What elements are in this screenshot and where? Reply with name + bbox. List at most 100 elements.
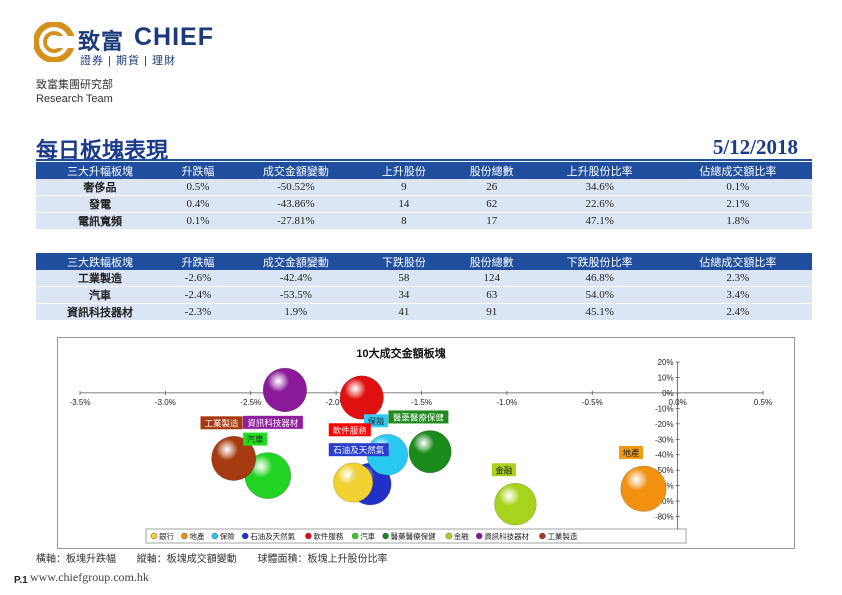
table-cell: 91 — [447, 303, 536, 321]
chart-title: 10大成交金額板塊 — [356, 346, 445, 360]
table-cell: 34.6% — [535, 179, 664, 196]
table-cell: 34 — [359, 286, 448, 304]
department: 致富集團研究部 Research Team — [36, 78, 113, 106]
table-cell: -2.4% — [164, 286, 232, 304]
sector-name-cell: 資訊科技器材 — [36, 303, 165, 321]
x-tick-label: 0.5% — [754, 398, 772, 407]
logo-subtitle: 證券 | 期貨 | 理財 — [80, 55, 176, 67]
data-label-box — [328, 423, 371, 437]
table-cell: 2.1% — [663, 195, 812, 213]
data-label-box — [491, 463, 516, 477]
footnote-bubble: 球體面積：板塊上升股份比率 — [257, 554, 388, 565]
data-label: 金融 — [495, 465, 513, 476]
dept-cn: 致富集團研究部 — [36, 79, 113, 91]
table-cell: 63 — [447, 286, 536, 304]
data-label: 地產 — [622, 448, 640, 459]
data-label: 石油及天然氣 — [333, 445, 385, 456]
x-tick-label: -0.5% — [582, 398, 603, 407]
legend-marker — [181, 532, 188, 540]
table-cell: 54.0% — [535, 286, 664, 304]
x-tick-label: -2.5% — [240, 398, 261, 407]
chart-axes: -3.5% -3.0% -2.5% -2.0% -1.5% -1.0% -0.5% 0.0% 0… — [70, 358, 773, 537]
sector-name-cell: 奢侈品 — [36, 179, 165, 196]
table-cell: 17 — [447, 212, 536, 230]
table-cell: 2.3% — [663, 270, 812, 287]
logo-en-text: CHIEF — [134, 23, 214, 51]
y-tick-label: -80% — [655, 513, 674, 522]
page-title: 每日板塊表現 — [36, 138, 169, 163]
table-cell: -53.5% — [231, 286, 360, 304]
table-cell: 46.8% — [535, 270, 664, 287]
table-row: 資訊科技器材 -2.3% 1.9% 41 91 45.1% 2.4% — [36, 303, 812, 321]
table-header-cell: 成交金額變動 — [231, 253, 360, 270]
table-cell: -27.81% — [231, 212, 360, 230]
page-number: P.1 — [14, 575, 28, 586]
legend-label: 軟件服務 — [313, 531, 343, 541]
table-cell: 0.5% — [164, 179, 232, 196]
bubble-point[interactable] — [333, 462, 374, 503]
table-cell: 1.8% — [663, 212, 812, 230]
dept-en: Research Team — [36, 93, 113, 105]
bubble-point[interactable] — [620, 465, 667, 512]
legend-marker — [150, 532, 158, 540]
legend-label: 石油及天然氣 — [250, 531, 295, 541]
table-header-cell: 佔總成交額比率 — [663, 253, 812, 270]
data-label: 工業製造 — [204, 418, 239, 429]
sector-name-cell: 工業製造 — [36, 270, 165, 287]
table-cell: 8 — [359, 212, 448, 230]
report-date: 5/12/2018 — [712, 135, 798, 159]
table-cell: 45.1% — [535, 303, 664, 321]
y-tick-label: 0% — [662, 389, 674, 398]
table-header-row: 三大跌幅板塊 升跌幅 成交金額變動 下跌股份 股份總數 下跌股份比率 佔總成交額比率 — [36, 253, 812, 270]
bubble-point[interactable] — [211, 436, 257, 481]
y-tick-label: -30% — [655, 435, 674, 444]
table-header-cell: 升跌幅 — [164, 253, 232, 270]
table-cell: 47.1% — [535, 212, 664, 230]
table-cell: 2.4% — [663, 303, 812, 321]
legend-marker — [211, 532, 219, 540]
title-divider — [36, 159, 812, 161]
y-tick-label: -40% — [655, 451, 674, 460]
x-tick-label: -1.0% — [496, 398, 517, 407]
chart-legend: 銀行 地產 保險 石油及天然氣 軟件服務 汽車 醫藥醫療保健 金融 資訊科技器材 工業製造 — [145, 528, 687, 544]
table-header-cell: 成交金額變動 — [231, 162, 360, 179]
table-cell: 62 — [447, 195, 536, 213]
data-label-box — [243, 432, 268, 446]
table-row: 奢侈品 0.5% -50.52% 9 26 34.6% 0.1% — [36, 179, 812, 196]
table-cell: 26 — [447, 179, 536, 196]
table-cell: -50.52% — [231, 179, 360, 196]
legend-marker — [382, 532, 389, 540]
bubble-chart-svg: 10大成交金額板塊 -3.5% -3.0% -2.5% -2.0% -1.5% -1.0%… — [70, 346, 773, 544]
table-cell: 0.1% — [663, 179, 812, 196]
table-cell: 3.4% — [663, 286, 812, 304]
y-tick-label: -50% — [655, 466, 674, 475]
data-label: 資訊科技器材 — [247, 418, 299, 429]
table-row: 汽車 -2.4% -53.5% 34 63 54.0% 3.4% — [36, 286, 812, 304]
legend-label: 工業製造 — [547, 531, 577, 541]
sector-name-cell: 汽車 — [36, 286, 165, 304]
x-tick-label: 0.0% — [669, 398, 687, 407]
bubble-chart: 10大成交金額板塊 -3.5% -3.0% -2.5% -2.0% -1.5% -1.0%… — [57, 337, 795, 549]
legend-marker — [305, 532, 312, 540]
y-tick-label: -70% — [655, 497, 674, 506]
table-cell: 14 — [359, 195, 448, 213]
footnote-x-axis: 橫軸：板塊升跌幅 — [36, 554, 116, 565]
data-label-box — [242, 415, 303, 429]
bubble-point[interactable] — [494, 482, 537, 526]
data-label-box — [328, 443, 389, 457]
x-tick-label: -1.5% — [411, 398, 432, 407]
sector-name-cell: 發電 — [36, 195, 165, 213]
data-label: 汽車 — [247, 435, 265, 446]
bubble-point[interactable] — [408, 430, 452, 474]
legend-marker — [539, 532, 546, 540]
bubble-point[interactable] — [262, 367, 308, 413]
bubble-point[interactable] — [339, 375, 384, 420]
legend-label: 保險 — [220, 531, 235, 541]
legend-label: 金融 — [454, 531, 469, 541]
legend-marker — [352, 532, 359, 540]
table-cell: 0.1% — [164, 212, 232, 230]
table-header-cell: 升跌幅 — [164, 162, 232, 179]
table-cell: 9 — [359, 179, 448, 196]
website-link[interactable]: www.chiefgroup.com.hk — [30, 570, 149, 584]
table-header-cell: 股份總數 — [447, 253, 536, 270]
